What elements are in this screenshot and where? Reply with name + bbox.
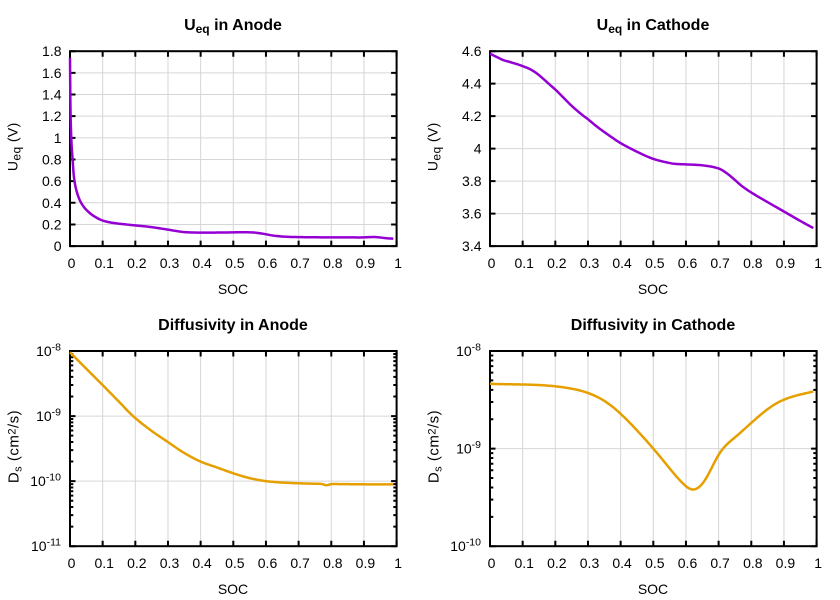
svg-text:0.7: 0.7 <box>710 555 730 571</box>
svg-text:0.9: 0.9 <box>776 555 796 571</box>
svg-text:SOC: SOC <box>638 281 668 297</box>
svg-text:SOC: SOC <box>638 581 668 597</box>
svg-text:0.2: 0.2 <box>42 216 62 232</box>
svg-text:1: 1 <box>394 555 402 571</box>
svg-text:0.6: 0.6 <box>678 255 698 271</box>
svg-text:0.5: 0.5 <box>645 255 665 271</box>
svg-text:0.9: 0.9 <box>356 255 376 271</box>
svg-text:SOC: SOC <box>218 581 248 597</box>
svg-text:0.6: 0.6 <box>258 555 278 571</box>
svg-text:0.5: 0.5 <box>645 555 665 571</box>
svg-text:0.1: 0.1 <box>514 555 534 571</box>
svg-text:0.9: 0.9 <box>776 255 796 271</box>
svg-text:0.7: 0.7 <box>710 255 730 271</box>
svg-text:4.6: 4.6 <box>462 43 482 59</box>
svg-text:0.8: 0.8 <box>323 555 343 571</box>
svg-text:0.6: 0.6 <box>258 255 278 271</box>
svg-text:0.8: 0.8 <box>743 255 763 271</box>
svg-text:0.3: 0.3 <box>580 555 600 571</box>
svg-text:0.4: 0.4 <box>192 555 212 571</box>
svg-text:Ds (cm2/s): Ds (cm2/s) <box>6 410 25 483</box>
svg-text:Ueq in Cathode: Ueq in Cathode <box>597 17 710 36</box>
svg-text:0: 0 <box>488 555 496 571</box>
svg-text:0.3: 0.3 <box>580 255 600 271</box>
svg-text:0.1: 0.1 <box>94 555 114 571</box>
svg-text:0.3: 0.3 <box>160 555 180 571</box>
svg-text:1.8: 1.8 <box>42 43 62 59</box>
svg-text:3.6: 3.6 <box>462 206 482 222</box>
svg-text:3.4: 3.4 <box>462 238 482 254</box>
svg-text:0.4: 0.4 <box>192 255 212 271</box>
svg-text:Ueq (V): Ueq (V) <box>425 122 444 171</box>
svg-text:0.8: 0.8 <box>743 555 763 571</box>
svg-text:0.4: 0.4 <box>42 195 62 211</box>
svg-text:0: 0 <box>68 555 76 571</box>
svg-text:1: 1 <box>54 130 62 146</box>
svg-text:3.8: 3.8 <box>462 173 482 189</box>
svg-text:0: 0 <box>68 255 76 271</box>
svg-text:0.1: 0.1 <box>94 255 114 271</box>
svg-text:Ueq (V): Ueq (V) <box>5 122 24 171</box>
svg-text:SOC: SOC <box>218 281 248 297</box>
svg-text:0.4: 0.4 <box>612 555 632 571</box>
svg-text:1.2: 1.2 <box>42 108 62 124</box>
svg-text:1: 1 <box>394 255 402 271</box>
svg-text:0.8: 0.8 <box>42 152 62 168</box>
svg-text:4: 4 <box>474 141 482 157</box>
svg-text:0.8: 0.8 <box>323 255 343 271</box>
svg-text:0.6: 0.6 <box>42 173 62 189</box>
svg-text:1.6: 1.6 <box>42 65 62 81</box>
svg-text:0: 0 <box>488 255 496 271</box>
svg-text:Ueq in Anode: Ueq in Anode <box>184 17 282 36</box>
svg-text:4.4: 4.4 <box>462 76 482 92</box>
svg-text:4.2: 4.2 <box>462 108 482 124</box>
svg-text:0.5: 0.5 <box>225 555 245 571</box>
svg-text:0.6: 0.6 <box>678 555 698 571</box>
svg-text:Diffusivity in Cathode: Diffusivity in Cathode <box>571 317 736 334</box>
svg-text:1: 1 <box>814 255 822 271</box>
svg-text:Ds (cm2/s): Ds (cm2/s) <box>426 410 445 483</box>
svg-text:0.2: 0.2 <box>547 255 567 271</box>
svg-text:0.7: 0.7 <box>290 255 310 271</box>
svg-text:0.3: 0.3 <box>160 255 180 271</box>
svg-text:Diffusivity in Anode: Diffusivity in Anode <box>158 317 308 334</box>
svg-text:0.1: 0.1 <box>514 255 534 271</box>
svg-text:0.2: 0.2 <box>127 255 147 271</box>
svg-text:0.2: 0.2 <box>127 555 147 571</box>
svg-text:0.7: 0.7 <box>290 555 310 571</box>
svg-text:0.9: 0.9 <box>356 555 376 571</box>
svg-text:0.4: 0.4 <box>612 255 632 271</box>
svg-text:0.2: 0.2 <box>547 555 567 571</box>
svg-text:1: 1 <box>814 555 822 571</box>
svg-text:1.4: 1.4 <box>42 87 62 103</box>
svg-text:0: 0 <box>54 238 62 254</box>
svg-text:0.5: 0.5 <box>225 255 245 271</box>
